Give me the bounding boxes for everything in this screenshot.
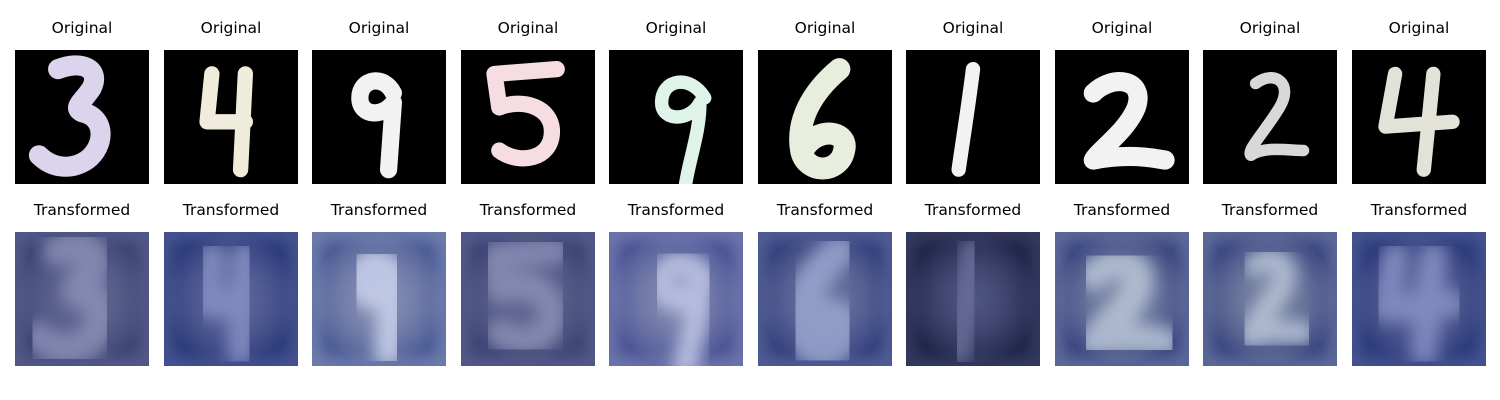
transformed-title: Transformed	[627, 201, 725, 219]
transformed-stroke	[783, 234, 862, 366]
original-title: Original	[794, 19, 856, 37]
digit-stroke	[1378, 66, 1460, 177]
original-digit-image	[906, 50, 1040, 184]
transformed-digit-image	[164, 232, 298, 366]
digit-glyph	[486, 61, 565, 167]
transformed-stroke	[648, 251, 718, 366]
blurred-glyph	[906, 232, 1040, 366]
transformed-stroke	[1372, 242, 1466, 365]
transformed-stroke	[1077, 248, 1181, 358]
transformed-title: Transformed	[924, 201, 1022, 219]
transformed-title: Transformed	[1073, 201, 1171, 219]
transformed-title: Transformed	[1370, 201, 1468, 219]
transformed-digit-image	[758, 232, 892, 366]
transformed-digit-image	[461, 232, 595, 366]
original-digit-image	[1352, 50, 1486, 184]
transformed-stroke	[193, 242, 259, 366]
transformed-stroke	[1238, 248, 1316, 350]
original-digit-image	[15, 50, 149, 184]
digit-glyph	[789, 58, 856, 180]
digit-stroke	[28, 55, 111, 177]
original-digit-image	[164, 50, 298, 184]
digit-stroke	[1244, 72, 1310, 162]
transformed-stroke	[22, 232, 117, 365]
original-title: Original	[645, 19, 707, 37]
original-digit-image	[758, 50, 892, 184]
blurred-glyph	[15, 232, 149, 366]
digit-stroke	[951, 61, 981, 177]
blurred-glyph	[758, 232, 892, 366]
digit-glyph	[951, 61, 981, 177]
blurred-glyph	[609, 232, 743, 366]
digit-stroke	[199, 66, 254, 178]
original-title: Original	[51, 19, 113, 37]
original-digit-image	[461, 50, 595, 184]
transformed-digit-image	[609, 232, 743, 366]
original-title: Original	[1239, 19, 1301, 37]
transformed-digit-image	[1203, 232, 1337, 366]
digit-stroke	[486, 61, 565, 167]
transformed-title: Transformed	[479, 201, 577, 219]
transformed-digit-image	[15, 232, 149, 366]
transformed-title: Transformed	[776, 201, 874, 219]
transformed-title: Transformed	[330, 201, 428, 219]
original-title: Original	[200, 19, 262, 37]
original-title: Original	[1091, 19, 1153, 37]
original-title: Original	[942, 19, 1004, 37]
blurred-glyph	[1055, 232, 1189, 366]
transformed-stroke	[945, 237, 987, 365]
transformed-title: Transformed	[1221, 201, 1319, 219]
digit-stroke	[1083, 72, 1175, 170]
digit-stroke	[789, 58, 856, 180]
original-digit-image	[1203, 50, 1337, 184]
digit-glyph	[351, 72, 402, 179]
transformed-digit-image	[1055, 232, 1189, 366]
original-digit-image	[1055, 50, 1189, 184]
digit-glyph	[654, 75, 712, 184]
blurred-glyph	[312, 232, 446, 366]
transformed-digit-image	[1352, 232, 1486, 366]
digit-glyph	[28, 55, 111, 177]
original-title: Original	[348, 19, 410, 37]
transformed-title: Transformed	[33, 201, 131, 219]
blurred-glyph	[1203, 232, 1337, 366]
transformed-stroke	[480, 237, 571, 355]
blurred-glyph	[461, 232, 595, 366]
transformed-digit-image	[906, 232, 1040, 366]
digit-stroke	[654, 75, 712, 184]
transformed-digit-image	[312, 232, 446, 366]
transformed-stroke	[345, 248, 408, 366]
original-title: Original	[497, 19, 559, 37]
blurred-glyph	[164, 232, 298, 366]
digit-glyph	[1378, 66, 1460, 177]
transformed-title: Transformed	[182, 201, 280, 219]
digit-glyph	[199, 66, 254, 178]
digit-stroke	[351, 72, 402, 179]
original-title: Original	[1388, 19, 1450, 37]
blurred-glyph	[1352, 232, 1486, 366]
digit-glyph	[1244, 72, 1310, 162]
original-digit-image	[312, 50, 446, 184]
digit-glyph	[1083, 72, 1175, 170]
original-digit-image	[609, 50, 743, 184]
